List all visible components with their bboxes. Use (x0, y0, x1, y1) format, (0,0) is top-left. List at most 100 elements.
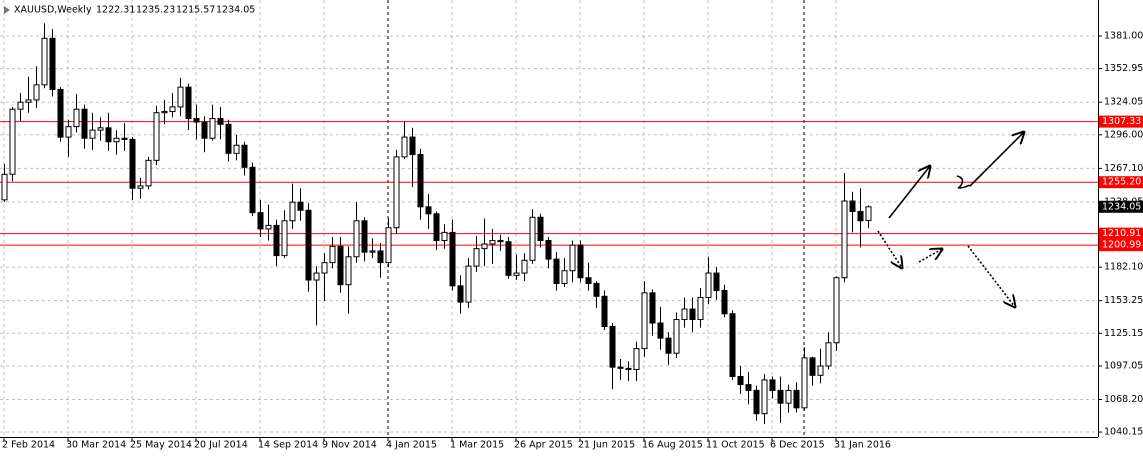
candle-body (313, 272, 320, 281)
candle-body (97, 127, 104, 131)
candle-body (41, 37, 48, 86)
candle-body (105, 127, 112, 143)
levels (0, 121, 1098, 246)
candle-body (337, 245, 344, 286)
candle-body (49, 37, 56, 90)
candle-body (329, 245, 336, 264)
candle-body (353, 220, 360, 258)
candle-body (705, 272, 712, 298)
candle-body (441, 231, 448, 242)
candle-body (665, 337, 672, 354)
candle-body (569, 244, 576, 272)
y-tick-label: 1296.00 (1104, 129, 1143, 140)
candle-body (753, 389, 760, 415)
x-tick-label: 4 Jan 2015 (386, 440, 437, 451)
x-tick-label: 1 Mar 2015 (450, 440, 504, 451)
x-tick-label: 21 Jun 2015 (578, 440, 635, 451)
x-tick-label: 31 Jan 2016 (834, 440, 891, 451)
candle-body (233, 144, 240, 154)
candle-body (457, 285, 464, 303)
level-label: 1210.91 (1102, 228, 1141, 239)
candles (1, 23, 872, 425)
candle-body (281, 220, 288, 257)
squiggle (956, 175, 971, 189)
candle-body (697, 296, 704, 321)
candle-body (473, 248, 480, 267)
candle-body (81, 108, 88, 139)
candle-body (193, 118, 200, 123)
candle-body (681, 308, 688, 321)
candle-body (185, 86, 192, 120)
y-tick-label: 1352.95 (1104, 63, 1143, 74)
candle-body (545, 240, 552, 260)
candle-body (529, 216, 536, 261)
low-value: 1215.57 (176, 5, 215, 16)
candle-body (625, 367, 632, 370)
candle-body (593, 283, 600, 297)
candle-body (361, 220, 368, 253)
candle-body (369, 250, 376, 253)
open-value: 1222.31 (96, 5, 135, 16)
x-tick-label: 25 May 2014 (130, 440, 192, 451)
candle-body (777, 389, 784, 404)
candle-body (393, 156, 400, 229)
candle-body (145, 159, 152, 187)
candle-body (249, 166, 256, 214)
candle-body (305, 209, 312, 281)
level-label: 1255.20 (1102, 177, 1141, 188)
candle-body (57, 88, 64, 138)
candle-body (809, 357, 816, 376)
candle-body (377, 250, 384, 264)
candle-body (449, 231, 456, 287)
candle-body (321, 262, 328, 274)
x-tick-label: 11 Oct 2015 (706, 440, 765, 451)
x-tick-label: 6 Dec 2015 (770, 440, 825, 451)
candle-body (137, 185, 144, 189)
x-tick-label: 9 Nov 2014 (322, 440, 377, 451)
candle-body (1, 173, 8, 201)
candle-body (745, 384, 752, 391)
y-tick-label: 1324.05 (1104, 97, 1143, 108)
candle-body (425, 206, 432, 215)
arrow (967, 245, 1015, 307)
candle-body (25, 99, 32, 103)
candle-body (265, 224, 272, 230)
candle-body (217, 118, 224, 125)
level-label-bg (1099, 239, 1143, 252)
candle-body (209, 118, 216, 139)
candle-body (657, 322, 664, 339)
candle-body (633, 348, 640, 370)
y-tick-label: 1040.15 (1104, 427, 1143, 438)
candle-body (169, 106, 176, 113)
level-label-bg (1099, 227, 1143, 240)
candle-body (713, 272, 720, 291)
arrow (877, 230, 902, 268)
candle-body (561, 270, 568, 285)
candle-body (785, 389, 792, 404)
level-label: 1307.33 (1102, 116, 1141, 127)
candle-body (497, 240, 504, 243)
candle-body (505, 241, 512, 276)
y-tick-label: 1267.10 (1104, 163, 1143, 174)
candle-body (857, 210, 864, 222)
candle-body (521, 259, 528, 274)
candle-body (417, 154, 424, 208)
candle-body (585, 277, 592, 285)
candle-body (513, 272, 520, 276)
candle-body (641, 292, 648, 350)
candle-body (297, 201, 304, 211)
candle-body (689, 308, 696, 321)
candle-body (89, 129, 96, 139)
x-tick-label: 14 Sep 2014 (258, 440, 318, 451)
candle-body (489, 240, 496, 245)
candle-body (673, 319, 680, 354)
candle-body (737, 375, 744, 386)
y-tick-label: 1068.20 (1104, 394, 1143, 405)
candle-body (817, 365, 824, 376)
arrow (888, 166, 930, 219)
candle-body (849, 200, 856, 212)
header-icon (4, 6, 10, 14)
candle-body (553, 258, 560, 285)
candle-body (801, 357, 808, 409)
candle-body (257, 212, 264, 230)
